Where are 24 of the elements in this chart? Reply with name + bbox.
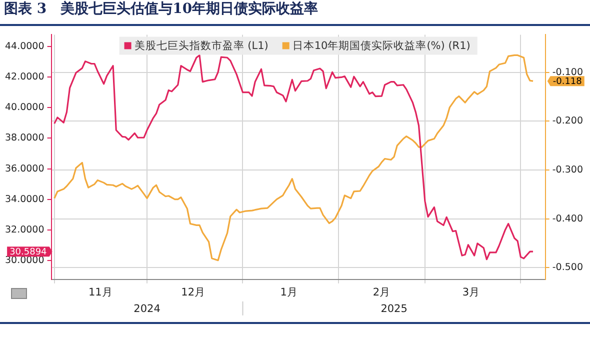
y2-tick-label: -0.100	[552, 66, 583, 78]
legend-label: 美股七巨头指数市盈率 (L1)	[134, 38, 268, 52]
y2-tick-label: -0.400	[552, 213, 583, 224]
x-tick-label: 12月	[181, 286, 206, 298]
text: 2024	[134, 303, 161, 316]
text: 2025	[380, 303, 408, 316]
text: -0.118	[552, 76, 582, 87]
legend-label: 日本10年期国债实际收益率(%) (R1)	[292, 38, 470, 52]
y-tick-label: 32.0000	[4, 224, 44, 236]
y-tick-label: 36.0000	[4, 163, 44, 174]
y-tick-label: 42.0000	[4, 72, 44, 83]
x-tick-label: 3月	[462, 286, 480, 298]
text: 30.5894	[10, 247, 48, 258]
y2-tick-label: -0.300	[552, 164, 583, 176]
chart-title: 图表 3 美股七巨头估值与10年期日债实际收益率	[0, 0, 590, 26]
x-tick-label: 2月	[372, 286, 391, 298]
y-tick-label: 44.0000	[4, 40, 44, 52]
y-tick-label: 34.0000	[4, 194, 44, 205]
y2-tick-label: -0.200	[552, 116, 583, 127]
x-tick-label: 11月	[88, 286, 113, 298]
y-tick-label: 38.0000	[4, 132, 44, 144]
y-tick-label: 40.0000	[4, 102, 44, 114]
y2-tick-label: -0.500	[552, 262, 583, 274]
x-tick-label: 1月	[280, 286, 298, 298]
